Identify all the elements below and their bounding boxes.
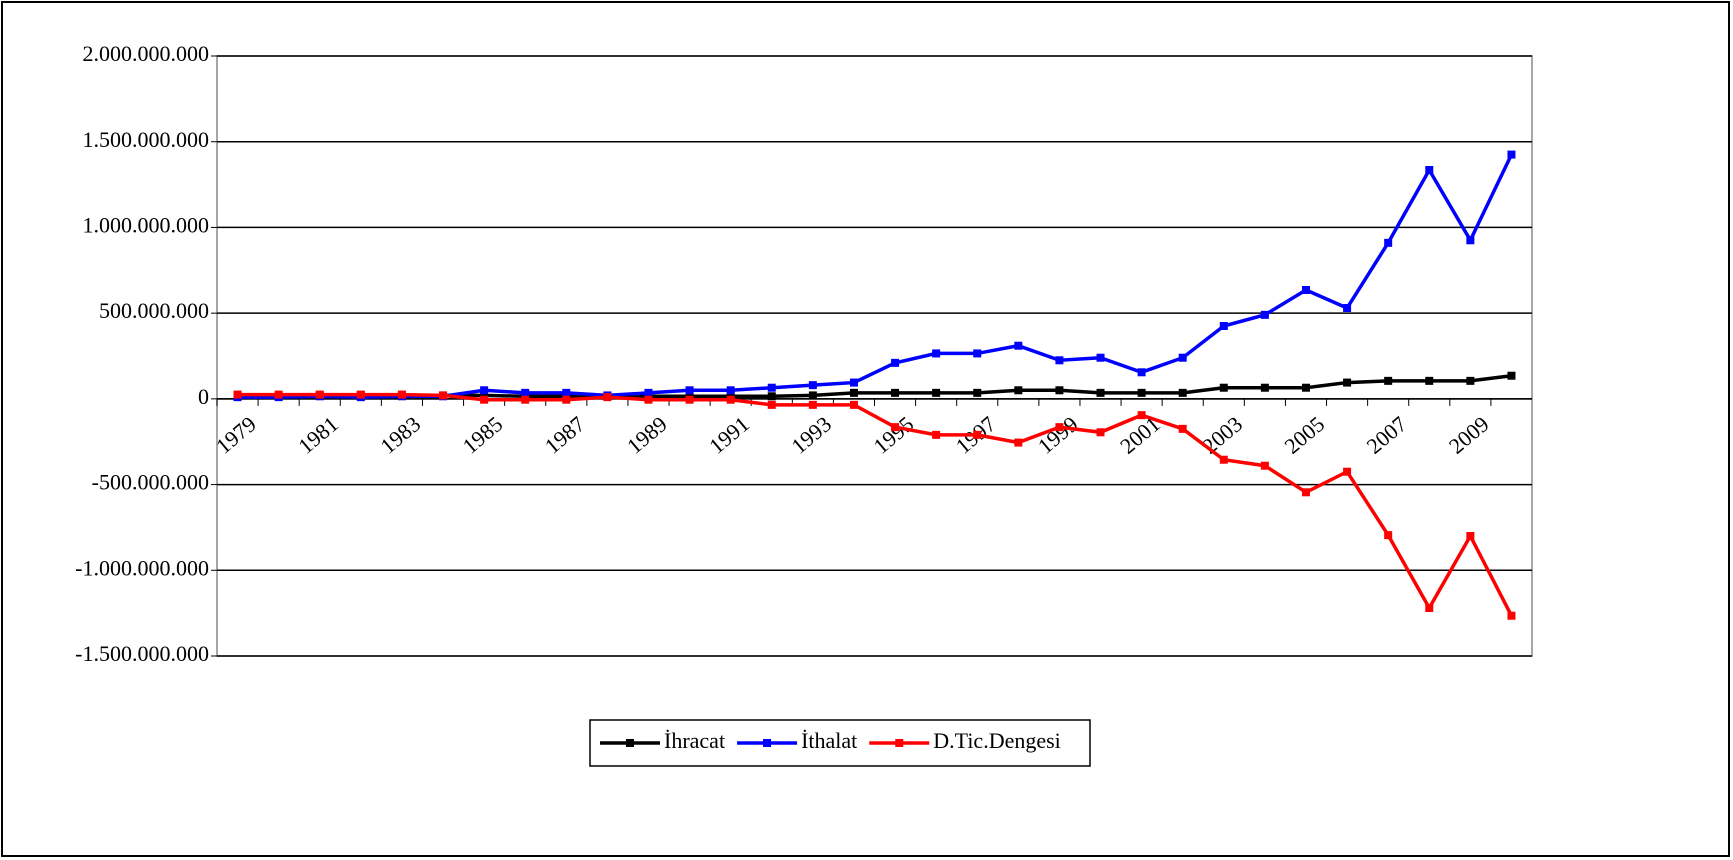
- point-marker: [1219, 322, 1228, 330]
- point-marker: [767, 383, 776, 392]
- point-marker: [1507, 371, 1516, 380]
- point-marker: [1301, 383, 1310, 392]
- y-tick-label: -1.500.000.000: [75, 641, 209, 666]
- point-marker: [1137, 368, 1146, 377]
- point-marker: [397, 390, 406, 399]
- point-marker: [973, 349, 982, 358]
- point-marker: [932, 388, 941, 397]
- y-tick-label: 0: [198, 384, 209, 409]
- point-marker: [767, 392, 776, 401]
- point-marker: [1055, 423, 1064, 432]
- point-marker: [603, 393, 612, 402]
- y-tick-label: -500.000.000: [92, 470, 209, 495]
- y-tick-label: 2.000.000.000: [83, 41, 210, 66]
- point-marker: [1466, 532, 1475, 540]
- point-marker: [1384, 376, 1393, 385]
- point-marker: [767, 400, 776, 409]
- point-marker: [1507, 150, 1516, 159]
- point-marker: [1260, 461, 1269, 470]
- series-line: [237, 392, 1514, 617]
- point-marker: [480, 386, 489, 395]
- point-marker: [973, 430, 982, 439]
- point-marker: [849, 388, 858, 397]
- point-marker: [1343, 304, 1352, 312]
- point-marker: [1343, 467, 1352, 476]
- y-tick-label: -1.000.000.000: [75, 555, 209, 580]
- point-marker: [644, 388, 653, 397]
- point-marker: [1219, 383, 1228, 392]
- legend-marker: [895, 739, 904, 747]
- point-marker: [1507, 611, 1516, 620]
- point-marker: [891, 423, 900, 432]
- point-marker: [644, 395, 653, 404]
- point-marker: [315, 390, 324, 399]
- point-marker: [356, 390, 365, 399]
- point-marker: [562, 395, 571, 404]
- point-marker: [521, 388, 530, 397]
- point-marker: [1137, 388, 1146, 397]
- legend-label: D.Tic.Dengesi: [933, 728, 1061, 753]
- legend: İhracat İthalat D.Tic.Dengesi: [589, 719, 1091, 767]
- point-marker: [480, 395, 489, 404]
- point-marker: [1425, 166, 1434, 174]
- point-marker: [685, 395, 694, 404]
- legend-label: İhracat: [664, 728, 725, 753]
- point-marker: [1014, 386, 1023, 395]
- point-marker: [1301, 286, 1310, 294]
- point-marker: [1096, 428, 1105, 437]
- point-marker: [932, 349, 941, 358]
- point-marker: [233, 390, 242, 399]
- point-marker: [1178, 424, 1187, 433]
- point-marker: [1096, 388, 1105, 397]
- point-marker: [1466, 236, 1475, 245]
- y-tick-label: 1.500.000.000: [83, 127, 210, 152]
- point-marker: [1425, 604, 1434, 612]
- point-marker: [1014, 341, 1023, 350]
- point-marker: [849, 400, 858, 409]
- point-marker: [1055, 356, 1064, 365]
- point-marker: [274, 390, 283, 399]
- point-marker: [1343, 378, 1352, 387]
- point-marker: [932, 430, 941, 439]
- point-marker: [1260, 383, 1269, 392]
- point-marker: [1096, 353, 1105, 362]
- point-marker: [1260, 310, 1269, 319]
- point-marker: [973, 388, 982, 397]
- point-marker: [891, 388, 900, 397]
- point-marker: [685, 386, 694, 395]
- point-marker: [1384, 238, 1393, 247]
- point-marker: [480, 391, 489, 400]
- point-marker: [1014, 438, 1023, 447]
- point-marker: [1055, 386, 1064, 395]
- point-marker: [808, 381, 817, 390]
- y-tick-label: 500.000.000: [99, 298, 209, 323]
- point-marker: [1219, 455, 1228, 464]
- point-marker: [891, 358, 900, 367]
- point-marker: [1425, 376, 1434, 385]
- legend-box: [589, 719, 1091, 767]
- point-marker: [562, 388, 571, 397]
- y-tick-label: 1.000.000.000: [83, 212, 210, 237]
- point-marker: [1384, 531, 1393, 540]
- point-marker: [1301, 488, 1310, 497]
- point-marker: [726, 386, 735, 395]
- point-marker: [808, 400, 817, 409]
- legend-marker: [763, 739, 772, 747]
- point-marker: [1466, 376, 1475, 385]
- point-marker: [849, 378, 858, 387]
- legend-marker: [626, 739, 634, 747]
- point-marker: [1178, 388, 1187, 397]
- legend-label: İthalat: [801, 728, 857, 753]
- point-marker: [1137, 411, 1146, 420]
- point-marker: [521, 395, 530, 404]
- point-marker: [439, 391, 448, 400]
- point-marker: [726, 395, 735, 404]
- point-marker: [1178, 353, 1187, 362]
- point-marker: [808, 391, 817, 400]
